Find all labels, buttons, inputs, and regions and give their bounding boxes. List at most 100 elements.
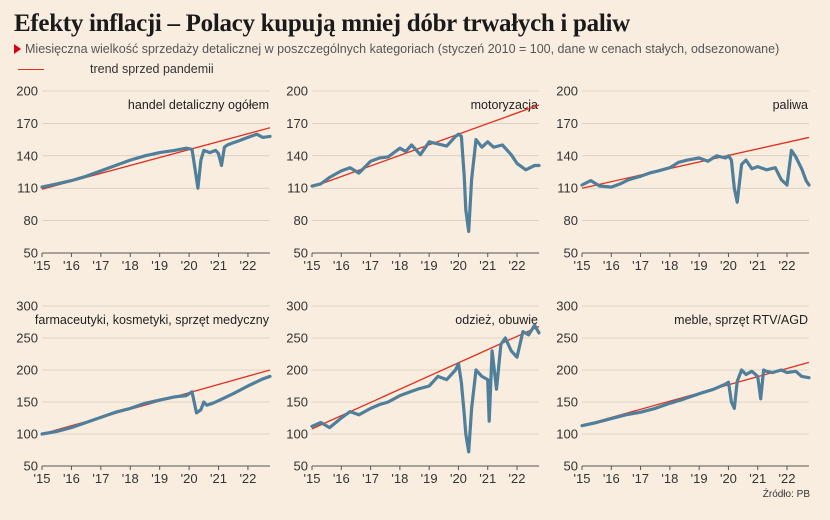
y-tick-label: 250 bbox=[556, 331, 578, 346]
x-tick-label: '16 bbox=[333, 471, 350, 486]
x-tick-label: '19 bbox=[691, 258, 708, 273]
x-tick-label: '21 bbox=[210, 471, 227, 486]
x-tick-label: '19 bbox=[151, 471, 168, 486]
x-tick-label: '17 bbox=[92, 471, 109, 486]
y-tick-label: 170 bbox=[16, 116, 38, 131]
x-tick-label: '16 bbox=[333, 258, 350, 273]
x-tick-label: '15 bbox=[34, 258, 51, 273]
x-tick-label: '22 bbox=[779, 258, 796, 273]
y-tick-label: 80 bbox=[24, 213, 38, 228]
x-tick-label: '18 bbox=[661, 471, 678, 486]
series-line bbox=[310, 132, 541, 233]
x-tick-label: '21 bbox=[749, 258, 766, 273]
panel-title: farmaceutyki, kosmetyki, sprzęt medyczny bbox=[35, 313, 270, 327]
panel-title: motoryzacja bbox=[471, 98, 538, 112]
y-tick-label: 140 bbox=[286, 148, 308, 163]
x-tick-label: '15 bbox=[34, 471, 51, 486]
x-tick-label: '16 bbox=[63, 258, 80, 273]
y-tick-label: 100 bbox=[286, 427, 308, 442]
x-tick-label: '20 bbox=[181, 471, 198, 486]
x-tick-label: '17 bbox=[632, 471, 649, 486]
series-line bbox=[40, 132, 272, 190]
y-tick-label: 300 bbox=[286, 299, 308, 314]
y-tick-label: 170 bbox=[286, 116, 308, 131]
y-tick-label: 250 bbox=[286, 331, 308, 346]
x-tick-label: '16 bbox=[63, 471, 80, 486]
legend: trend sprzed pandemii bbox=[18, 62, 214, 76]
x-tick-label: '21 bbox=[749, 471, 766, 486]
source-note: Źródło: PB bbox=[762, 489, 810, 500]
x-tick-label: '22 bbox=[239, 471, 256, 486]
trend-line bbox=[581, 136, 810, 189]
y-tick-label: 80 bbox=[564, 213, 578, 228]
x-tick-label: '20 bbox=[720, 258, 737, 273]
x-tick-label: '20 bbox=[450, 258, 467, 273]
y-tick-label: 150 bbox=[556, 395, 578, 410]
x-tick-label: '17 bbox=[362, 471, 379, 486]
x-tick-label: '18 bbox=[661, 258, 678, 273]
x-tick-label: '22 bbox=[509, 471, 526, 486]
x-tick-label: '19 bbox=[691, 471, 708, 486]
x-tick-label: '22 bbox=[509, 258, 526, 273]
y-tick-label: 200 bbox=[286, 363, 308, 378]
subtitle: Miesięczna wielkość sprzedaży detaliczne… bbox=[14, 42, 779, 56]
y-tick-label: 50 bbox=[294, 246, 308, 261]
y-tick-label: 110 bbox=[17, 181, 38, 196]
x-tick-label: '18 bbox=[122, 471, 139, 486]
y-tick-label: 250 bbox=[16, 331, 38, 346]
panel-title: handel detaliczny ogółem bbox=[128, 98, 269, 112]
y-tick-label: 50 bbox=[24, 459, 38, 474]
y-tick-label: 100 bbox=[556, 427, 578, 442]
y-tick-label: 300 bbox=[556, 299, 578, 314]
x-tick-label: '21 bbox=[210, 258, 227, 273]
x-tick-label: '20 bbox=[720, 471, 737, 486]
panel-5: 300 250 200 150 100 50'15 '16 '17 '18 '19 '20 '21 '2… bbox=[286, 299, 541, 486]
x-tick-label: '18 bbox=[391, 258, 408, 273]
x-tick-label: '17 bbox=[362, 258, 379, 273]
x-tick-label: '20 bbox=[450, 471, 467, 486]
y-tick-label: 110 bbox=[557, 181, 578, 196]
x-tick-label: '17 bbox=[92, 258, 109, 273]
series-line bbox=[580, 368, 811, 428]
y-tick-label: 200 bbox=[16, 84, 38, 99]
y-tick-label: 50 bbox=[294, 459, 308, 474]
x-tick-label: '22 bbox=[239, 258, 256, 273]
x-tick-label: '20 bbox=[181, 258, 198, 273]
x-tick-label: '17 bbox=[632, 258, 649, 273]
y-tick-label: 50 bbox=[24, 246, 38, 261]
panel-title: meble, sprzęt RTV/AGD bbox=[674, 313, 808, 327]
x-tick-label: '21 bbox=[479, 471, 496, 486]
x-tick-label: '19 bbox=[421, 471, 438, 486]
x-tick-label: '15 bbox=[574, 471, 591, 486]
panel-6: 300 250 200 150 100 50'15 '16 '17 '18 '19 '20 '21 '2… bbox=[556, 299, 811, 486]
panel-title: odzież, obuwie bbox=[455, 313, 538, 327]
y-tick-label: 50 bbox=[564, 459, 578, 474]
y-tick-label: 200 bbox=[286, 84, 308, 99]
y-tick-label: 150 bbox=[16, 395, 38, 410]
triangle-marker-icon bbox=[14, 44, 21, 54]
x-tick-label: '19 bbox=[151, 258, 168, 273]
x-tick-label: '15 bbox=[574, 258, 591, 273]
y-tick-label: 110 bbox=[287, 181, 308, 196]
y-tick-label: 150 bbox=[286, 395, 308, 410]
panel-4: 300 250 200 150 100 50'15 '16 '17 '18 '19 '20 '21 '2… bbox=[16, 299, 272, 486]
y-tick-label: 100 bbox=[16, 427, 38, 442]
y-tick-label: 200 bbox=[556, 363, 578, 378]
subtitle-text: Miesięczna wielkość sprzedaży detaliczne… bbox=[25, 42, 780, 56]
series-line bbox=[310, 323, 541, 454]
x-tick-label: '18 bbox=[391, 471, 408, 486]
y-tick-label: 140 bbox=[556, 148, 578, 163]
panel-title: paliwa bbox=[773, 98, 808, 112]
y-tick-label: 50 bbox=[564, 246, 578, 261]
x-tick-label: '22 bbox=[779, 471, 796, 486]
y-tick-label: 170 bbox=[556, 116, 578, 131]
x-tick-label: '16 bbox=[603, 258, 620, 273]
panel-1: 200 170 140 110 80 50'15 '16 '17 '18 '19 '20 '21 '22… bbox=[16, 84, 272, 273]
series-line bbox=[580, 148, 811, 204]
x-tick-label: '18 bbox=[122, 258, 139, 273]
panel-3: 200 170 140 110 80 50'15 '16 '17 '18 '19 '20 '21 '22… bbox=[556, 84, 811, 273]
y-tick-label: 80 bbox=[294, 213, 308, 228]
y-tick-label: 140 bbox=[16, 148, 38, 163]
trend-line-legend-icon bbox=[18, 68, 44, 71]
